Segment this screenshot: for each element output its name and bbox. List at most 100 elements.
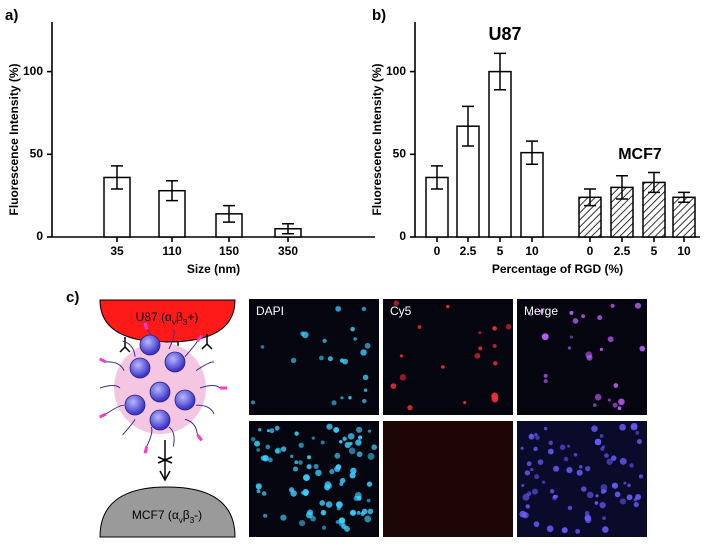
- error-bar: [584, 188, 596, 207]
- cell-dot: [524, 470, 531, 476]
- cell-dot: [505, 323, 512, 330]
- cell-dot: [635, 430, 640, 435]
- polymer-chain: [184, 340, 198, 358]
- bar: [672, 196, 696, 238]
- x-tick-label: 0: [587, 244, 594, 258]
- core-sphere: [149, 409, 171, 431]
- label-part: -): [194, 508, 202, 522]
- cell-dot: [306, 464, 312, 470]
- panel-label: b): [372, 7, 386, 24]
- cell-dot: [350, 326, 355, 332]
- cell-dot: [356, 451, 363, 458]
- cell-dot: [531, 488, 538, 495]
- cell-dot: [493, 361, 498, 366]
- cell-dot: [584, 514, 592, 522]
- cell-dot: [344, 441, 351, 449]
- rgd-ligand: [98, 412, 107, 419]
- cell-dot: [335, 520, 340, 524]
- cell-dot: [525, 504, 530, 509]
- y-tick-label: 50: [393, 146, 407, 160]
- cell-dot: [333, 427, 340, 433]
- cell-dot: [399, 374, 407, 381]
- cell-dot: [367, 452, 375, 460]
- error-bar: [282, 223, 294, 235]
- error-bar: [462, 105, 474, 147]
- cell-dot: [530, 467, 534, 472]
- cell-dot: [361, 306, 367, 312]
- x-tick-label: 5: [497, 244, 504, 258]
- polymer-chain: [122, 340, 136, 357]
- cell-dot: [292, 466, 298, 472]
- cell-dot: [325, 501, 333, 508]
- cell-dot: [492, 344, 497, 348]
- cell-dot: [594, 501, 599, 505]
- cell-dot: [305, 511, 313, 519]
- mcf7-label: MCF7 (αvβ3-): [132, 508, 202, 524]
- x-tick-label: 150: [219, 244, 239, 258]
- label-part: U87 (α: [136, 310, 172, 324]
- cell-dot: [575, 528, 581, 534]
- cell-dot: [533, 521, 540, 527]
- cell-dot: [561, 527, 568, 534]
- cell-dot: [559, 444, 566, 451]
- cell-dot: [599, 501, 606, 509]
- cell-dot: [563, 456, 569, 462]
- polymer-chain: [195, 361, 215, 372]
- image-label: DAPI: [256, 304, 284, 318]
- error-bar: [111, 165, 123, 190]
- cell-dot: [580, 486, 587, 492]
- cell-dot: [356, 510, 361, 515]
- label-part: β: [183, 508, 190, 522]
- cell-dot: [364, 515, 372, 523]
- cell-dot: [576, 469, 583, 476]
- panel-c: c) U87 (αvβ3+) MCF7 (αvβ3-): [66, 289, 236, 538]
- cell-dot: [417, 325, 422, 329]
- cell-dot: [541, 480, 546, 484]
- y-tick-label: 50: [30, 146, 44, 160]
- cell-dot: [367, 429, 372, 433]
- cell-dot: [302, 488, 309, 496]
- cell-dot: [535, 435, 540, 440]
- panel-label: a): [5, 7, 18, 24]
- cell-dot: [256, 448, 261, 452]
- core-sphere: [129, 357, 151, 379]
- cell-dot: [267, 457, 273, 463]
- polymer-chain: [105, 404, 125, 415]
- cell-dot: [294, 460, 299, 465]
- cell-dot: [300, 331, 305, 336]
- image-label: Merge: [524, 304, 558, 318]
- cell-dot: [546, 525, 554, 533]
- cell-dot: [572, 318, 579, 324]
- label-part: 3: [183, 318, 188, 327]
- cell-dot: [602, 516, 606, 521]
- label-part: β: [176, 310, 183, 324]
- cell-dot: [548, 440, 554, 446]
- cell-dot: [595, 494, 599, 498]
- cell-dot: [366, 498, 371, 503]
- cell-dot: [355, 439, 362, 446]
- x-tick-label: 10: [525, 244, 539, 258]
- cell-dot: [491, 392, 499, 400]
- cell-dot: [341, 523, 347, 529]
- cell-dot: [610, 455, 617, 461]
- cell-dot: [522, 511, 529, 519]
- error-bar: [223, 204, 235, 223]
- polymer-chain: [146, 426, 153, 447]
- x-tick-label: 10: [677, 244, 691, 258]
- cell-dot: [269, 428, 275, 434]
- cell-dot: [573, 452, 578, 457]
- cell-dot: [307, 455, 312, 460]
- bar: [520, 151, 544, 238]
- core-sphere: [149, 381, 171, 403]
- y-axis-label: Fluorescence Intensity (%): [370, 63, 384, 215]
- cell-dot: [294, 431, 299, 436]
- polymer-chain: [105, 361, 125, 371]
- cell-dot: [320, 509, 327, 516]
- y-axis-label: Fluorescence Intensity (%): [7, 63, 21, 215]
- cell-dot: [591, 425, 598, 432]
- label-part: v: [179, 516, 183, 525]
- cell-dot: [634, 302, 642, 309]
- cell-dot: [623, 481, 627, 485]
- cell-dot: [617, 406, 622, 411]
- y-tick-label: 100: [386, 64, 406, 78]
